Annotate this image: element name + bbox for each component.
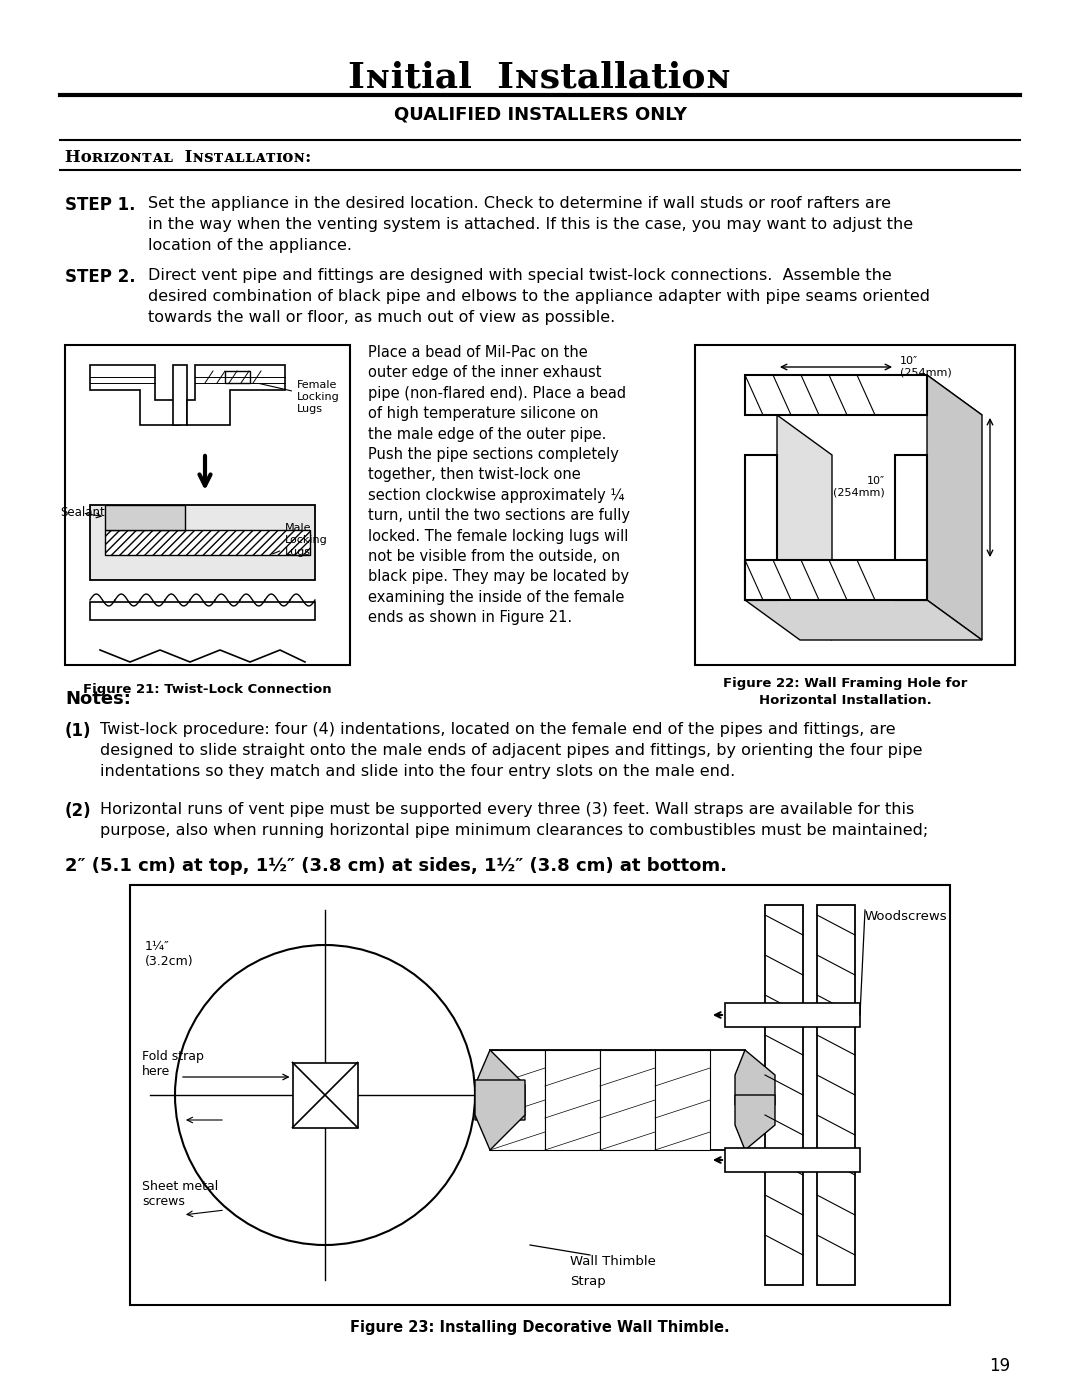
Text: (2): (2) [65, 802, 92, 820]
Text: Notes:: Notes: [65, 690, 131, 708]
Text: Figure 22: Wall Framing Hole for
Horizontal Installation.: Figure 22: Wall Framing Hole for Horizon… [723, 678, 968, 707]
Bar [725, 1003, 860, 1027]
Bar [725, 1148, 860, 1172]
Bar [105, 529, 310, 555]
Text: Fold strap
here: Fold strap here [141, 1051, 204, 1078]
Text: Direct vent pipe and fittings are designed with special twist-lock connections. : Direct vent pipe and fittings are design… [148, 268, 930, 326]
Polygon shape [90, 365, 180, 425]
Text: Hᴏʀɪᴢᴏɴᴛᴀʟ  Iɴsᴛᴀʟʟᴀᴛɪᴏɴ:: Hᴏʀɪᴢᴏɴᴛᴀʟ Iɴsᴛᴀʟʟᴀᴛɪᴏɴ: [65, 149, 311, 166]
Text: Figure 23: Installing Decorative Wall Thimble.: Figure 23: Installing Decorative Wall Th… [350, 1320, 730, 1336]
Text: 10″
(254mm): 10″ (254mm) [900, 356, 951, 377]
Bar [173, 365, 187, 425]
Polygon shape [475, 1080, 525, 1150]
Bar [90, 602, 315, 620]
Text: Place a bead of Mil-Pac on the
outer edge of the inner exhaust
pipe (non-flared : Place a bead of Mil-Pac on the outer edg… [368, 345, 630, 626]
Bar [745, 455, 777, 599]
Bar [293, 1063, 357, 1127]
Text: Strap: Strap [570, 1275, 606, 1288]
Text: QUALIFIED INSTALLERS ONLY: QUALIFIED INSTALLERS ONLY [393, 106, 687, 124]
Bar [895, 455, 927, 599]
Bar [545, 1051, 600, 1150]
Text: Iɴitial  Iɴstallatioɴ: Iɴitial Iɴstallatioɴ [349, 61, 731, 95]
Bar [745, 560, 927, 599]
Text: STEP 2.: STEP 2. [65, 268, 136, 286]
Bar [654, 1051, 710, 1150]
Text: 10″
(254mm): 10″ (254mm) [834, 476, 885, 497]
Polygon shape [927, 374, 982, 640]
Polygon shape [777, 415, 832, 640]
Bar [65, 345, 350, 665]
Polygon shape [187, 365, 285, 425]
Text: STEP 1.: STEP 1. [65, 196, 135, 214]
Polygon shape [745, 374, 982, 415]
Bar [490, 1051, 545, 1150]
Bar [90, 504, 315, 580]
Polygon shape [475, 1051, 525, 1120]
Text: Female
Locking
Lugs: Female Locking Lugs [259, 380, 340, 414]
Text: Twist-lock procedure: four (4) indentations, located on the female end of the pi: Twist-lock procedure: four (4) indentati… [100, 722, 922, 780]
Text: 1¼″
(3.2cm): 1¼″ (3.2cm) [145, 940, 193, 968]
Bar [816, 905, 855, 1285]
Bar [130, 886, 950, 1305]
Text: Sealant: Sealant [60, 507, 105, 520]
Polygon shape [735, 1051, 775, 1105]
Bar [600, 1051, 654, 1150]
Bar [225, 372, 249, 383]
Text: (1): (1) [65, 722, 92, 740]
Bar [696, 345, 1015, 665]
Polygon shape [745, 599, 982, 640]
Text: Set the appliance in the desired location. Check to determine if wall studs or r: Set the appliance in the desired locatio… [148, 196, 913, 253]
Text: Woodscrews: Woodscrews [865, 909, 947, 923]
Bar [105, 504, 185, 529]
Bar [745, 374, 927, 415]
Text: Sheet metal
screws: Sheet metal screws [141, 1180, 218, 1208]
Polygon shape [735, 1095, 775, 1150]
Text: Male
Locking
Lugs: Male Locking Lugs [272, 524, 327, 556]
Bar [765, 905, 804, 1285]
Text: Horizontal runs of vent pipe must be supported every three (3) feet. Wall straps: Horizontal runs of vent pipe must be sup… [100, 802, 928, 838]
Text: Figure 21: Twist-Lock Connection: Figure 21: Twist-Lock Connection [83, 683, 332, 696]
Text: Wall Thimble: Wall Thimble [570, 1255, 656, 1268]
Text: 2″ (5.1 cm) at top, 1½″ (3.8 cm) at sides, 1½″ (3.8 cm) at bottom.: 2″ (5.1 cm) at top, 1½″ (3.8 cm) at side… [65, 856, 727, 875]
Text: 19: 19 [989, 1356, 1010, 1375]
